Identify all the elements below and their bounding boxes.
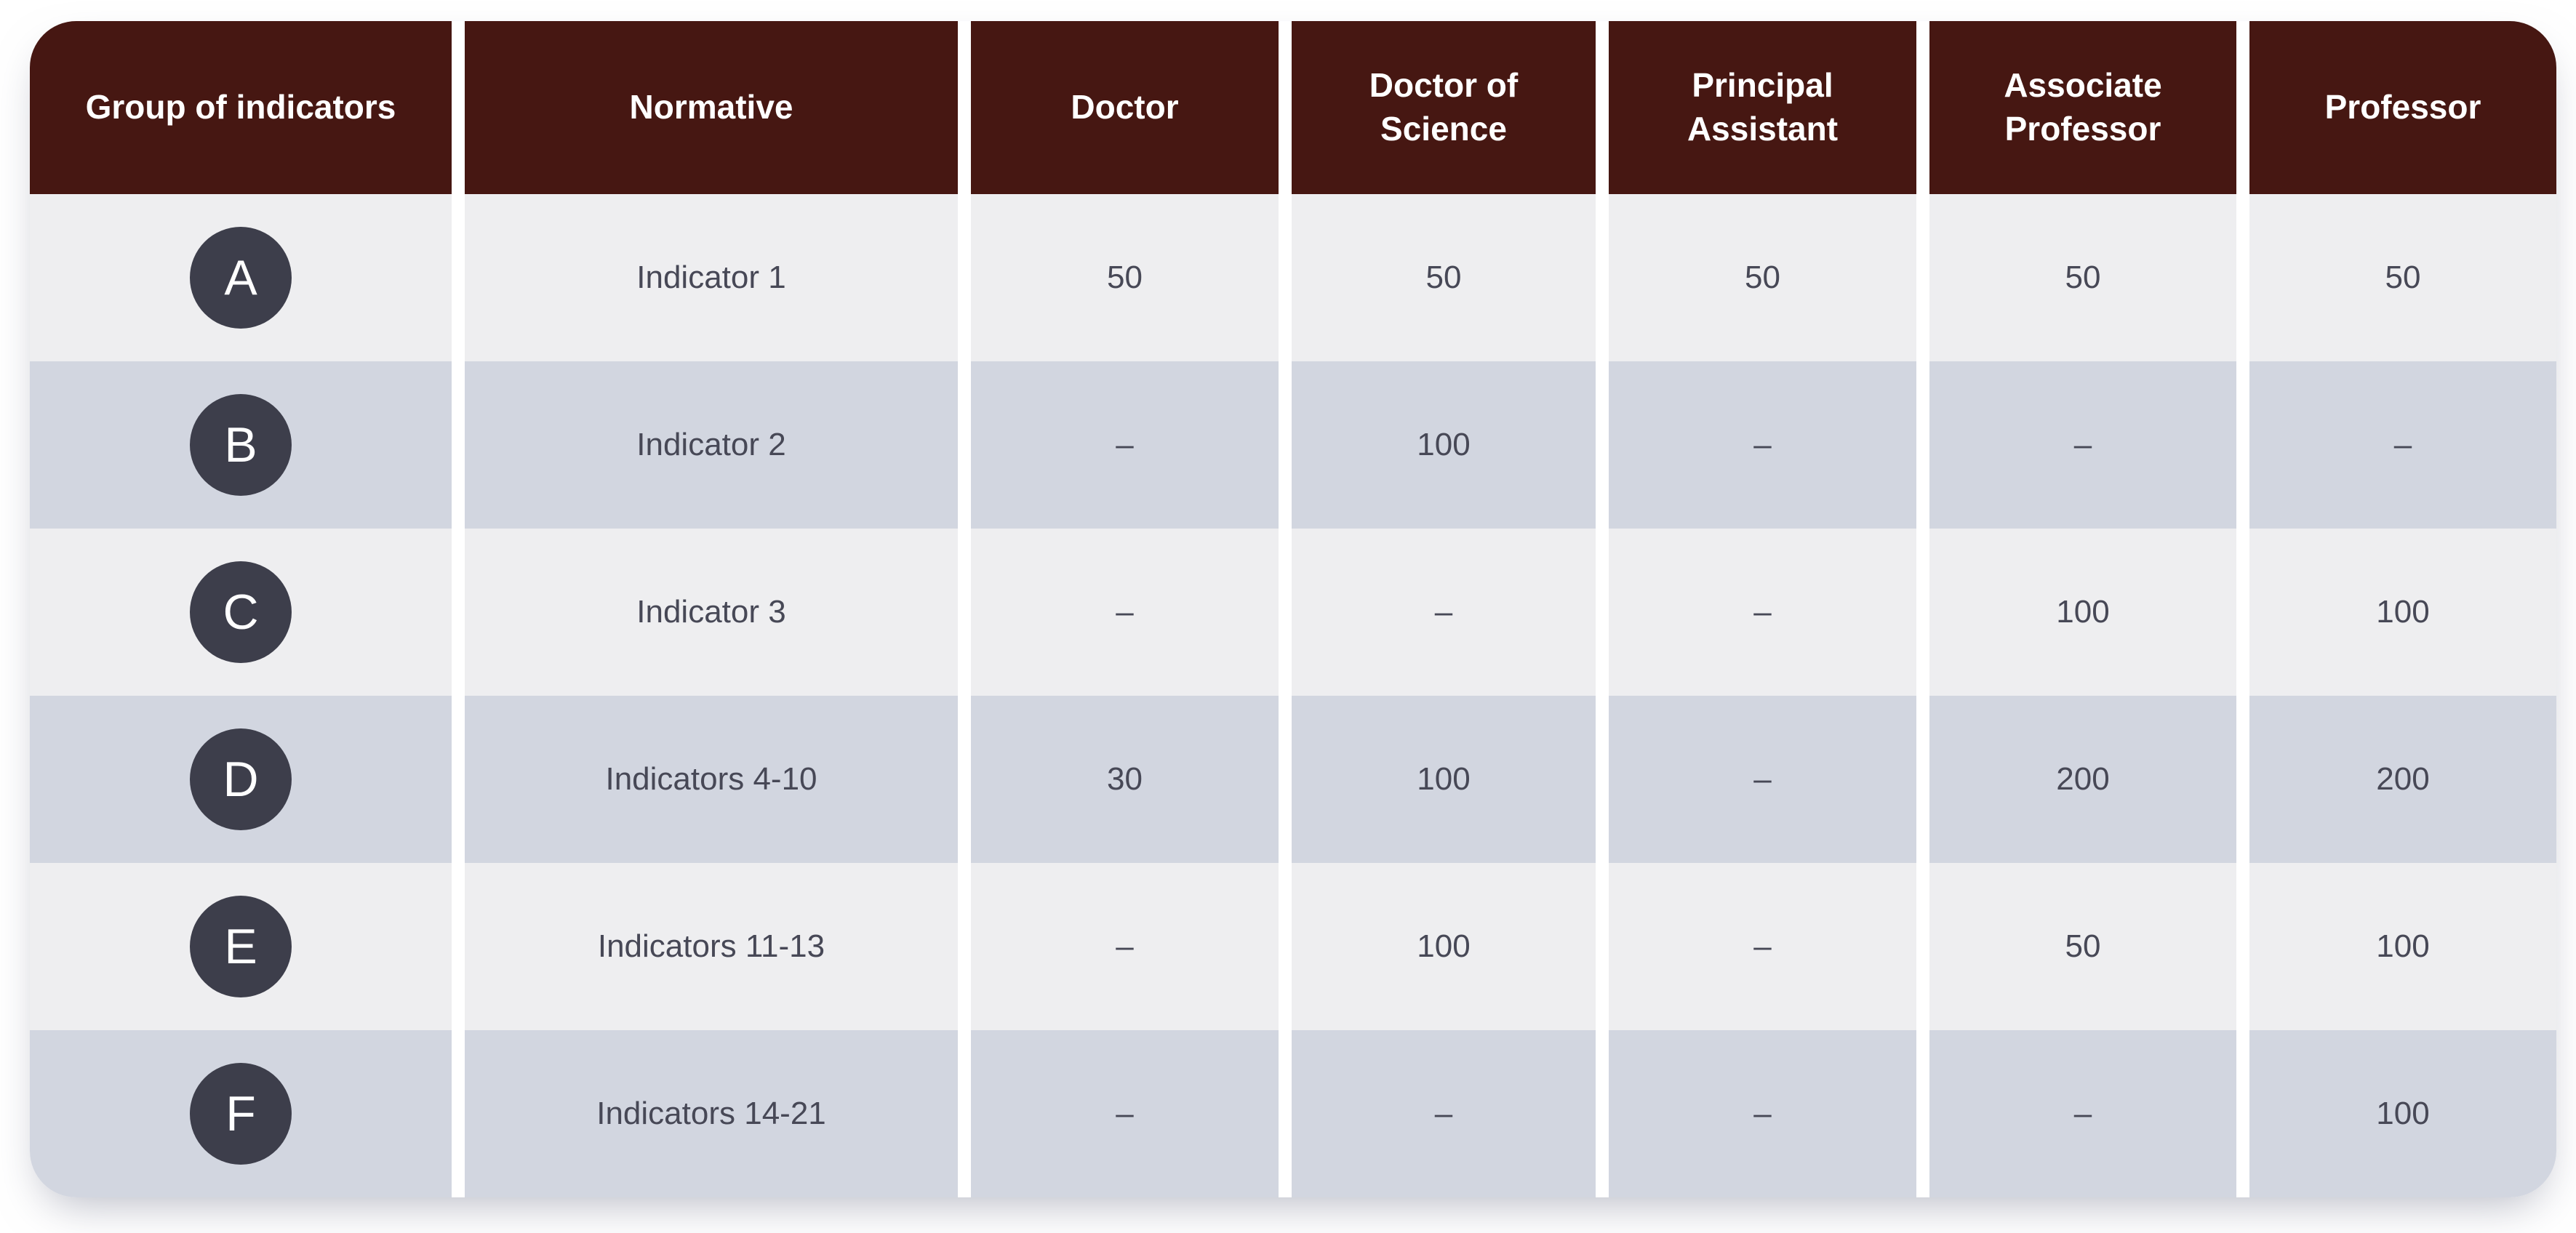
table-cell-value: 100 [1292, 863, 1596, 1030]
table-cell-value: – [2249, 361, 2556, 529]
table-cell-value: – [1609, 863, 1916, 1030]
column-header-normative: Normative [465, 21, 958, 194]
table-cell-value: 100 [1929, 529, 2236, 696]
table-cell-value: – [1292, 1030, 1596, 1197]
table-cell-value: 30 [971, 696, 1279, 863]
column-header-doctor-of-science: Doctor of Science [1292, 21, 1596, 194]
table-cell-group: D [30, 696, 452, 863]
table-cell-normative: Indicator 2 [465, 361, 958, 529]
table-cell-value: 50 [1929, 863, 2236, 1030]
table-cell-value: 50 [1929, 194, 2236, 361]
column-header-doctor: Doctor [971, 21, 1279, 194]
table-cell-value: 50 [2249, 194, 2556, 361]
table-cell-value: – [1609, 696, 1916, 863]
group-badge: A [190, 227, 292, 329]
table-cell-group: E [30, 863, 452, 1030]
table-cell-normative: Indicator 1 [465, 194, 958, 361]
table-cell-value: – [971, 361, 1279, 529]
table-cell-value: 200 [1929, 696, 2236, 863]
table-cell-value: – [1609, 1030, 1916, 1197]
table-cell-normative: Indicator 3 [465, 529, 958, 696]
table-cell-group: F [30, 1030, 452, 1197]
column-header-group: Group of indicators [30, 21, 452, 194]
table-cell-value: 100 [1292, 361, 1596, 529]
table-cell-normative: Indicators 11-13 [465, 863, 958, 1030]
indicators-table: Group of indicators Normative Doctor Doc… [30, 21, 2556, 1197]
table-cell-value: 50 [971, 194, 1279, 361]
group-badge: D [190, 728, 292, 830]
table-cell-value: 100 [2249, 1030, 2556, 1197]
table-cell-value: – [1929, 361, 2236, 529]
table-cell-group: A [30, 194, 452, 361]
table-cell-value: 200 [2249, 696, 2556, 863]
group-badge: F [190, 1063, 292, 1165]
table-cell-value: – [1929, 1030, 2236, 1197]
table-cell-value: 100 [2249, 863, 2556, 1030]
column-header-professor: Professor [2249, 21, 2556, 194]
table-cell-value: 100 [1292, 696, 1596, 863]
column-header-principal-assistant: Principal Assistant [1609, 21, 1916, 194]
table-cell-value: – [1609, 361, 1916, 529]
table-cell-group: B [30, 361, 452, 529]
table-cell-value: 50 [1609, 194, 1916, 361]
table-cell-normative: Indicators 4-10 [465, 696, 958, 863]
table-cell-group: C [30, 529, 452, 696]
table-cell-value: – [971, 863, 1279, 1030]
table-cell-value: – [971, 529, 1279, 696]
table-cell-value: 50 [1292, 194, 1596, 361]
column-header-associate-professor: Associate Professor [1929, 21, 2236, 194]
group-badge: C [190, 561, 292, 663]
table-cell-value: – [1292, 529, 1596, 696]
table-cell-value: 100 [2249, 529, 2556, 696]
table-cell-value: – [1609, 529, 1916, 696]
group-badge: B [190, 394, 292, 496]
table-cell-normative: Indicators 14-21 [465, 1030, 958, 1197]
table-cell-value: – [971, 1030, 1279, 1197]
group-badge: E [190, 896, 292, 997]
